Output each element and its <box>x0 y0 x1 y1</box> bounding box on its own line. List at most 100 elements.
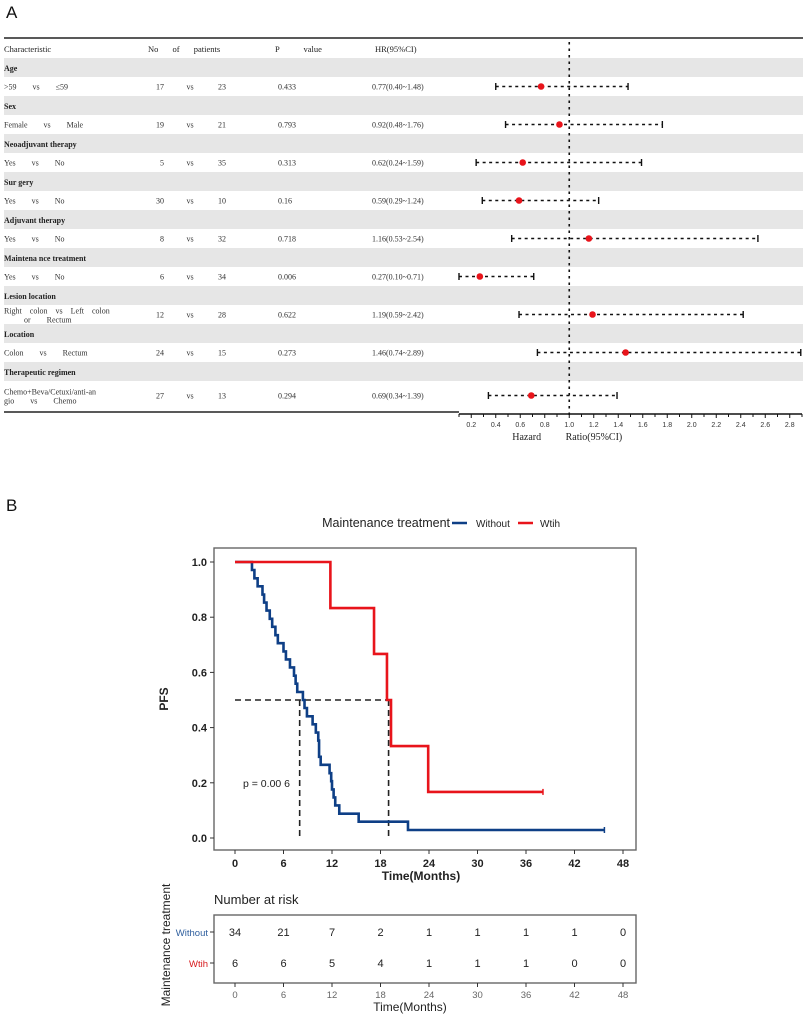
hr-value: 1.16(0.53~2.54) <box>372 235 424 244</box>
hr-value: 1.19(0.59~2.42) <box>372 311 424 320</box>
km-x-tick-label: 6 <box>280 858 286 870</box>
hr-value: 0.62(0.24~1.59) <box>372 159 424 168</box>
risk-count: 0 <box>620 958 626 970</box>
risk-x-tick-label: 12 <box>327 990 338 1001</box>
km-x-tick-label: 0 <box>232 858 238 870</box>
risk-x-tick-label: 36 <box>521 990 532 1001</box>
hr-point <box>519 159 526 166</box>
km-y-tick-label: 0.8 <box>192 612 207 624</box>
vs-label: vs <box>186 83 193 92</box>
km-y-tick-label: 1.0 <box>192 557 207 569</box>
hr-point <box>476 273 484 280</box>
hr-value: 0.27(0.10~0.71) <box>372 273 424 282</box>
hr-value: 0.92(0.48~1.76) <box>372 121 424 130</box>
km-x-tick-label: 18 <box>374 858 386 870</box>
comparison-label: gio vs Chemo <box>4 397 76 406</box>
survival-curve-without <box>235 560 605 832</box>
group-header-band <box>4 286 803 305</box>
legend-title: Maintenance treatment <box>322 516 450 530</box>
risk-x-tick-label: 24 <box>424 990 435 1001</box>
risk-table-frame <box>213 914 637 984</box>
column-header-hr: HR(95%CI) <box>375 44 417 54</box>
forest-x-tick-label: 0.6 <box>515 422 525 429</box>
km-y-tick-label: 0.0 <box>192 833 207 845</box>
risk-count: 6 <box>232 958 238 970</box>
legend-label-without: Without <box>476 519 510 530</box>
risk-count: 1 <box>523 927 529 939</box>
risk-count: 34 <box>229 927 241 939</box>
legend-label-with: Wtih <box>540 519 560 530</box>
p-value: 0.793 <box>278 121 296 130</box>
km-x-tick-label: 42 <box>568 858 580 870</box>
forest-x-tick-label: 2.8 <box>785 422 795 429</box>
vs-label: vs <box>186 273 193 282</box>
comparison-label: or Rectum <box>24 316 72 325</box>
km-x-tick-label: 36 <box>520 858 532 870</box>
n-group-1: 6 <box>160 273 164 282</box>
km-y-tick-label: 0.4 <box>192 723 208 735</box>
hr-point <box>589 311 596 318</box>
risk-x-tick-label: 30 <box>472 990 483 1001</box>
vs-label: vs <box>186 235 193 244</box>
vs-label: vs <box>186 197 193 206</box>
column-header-p-value: P value <box>275 44 322 54</box>
comparison-label: Colon vs Rectum <box>4 349 88 358</box>
forest-x-tick-label: 0.2 <box>466 422 476 429</box>
n-group-1: 12 <box>156 311 164 320</box>
forest-x-tick-label: 2.6 <box>760 422 770 429</box>
group-header-band <box>4 362 803 381</box>
hr-value: 1.46(0.74~2.89) <box>372 349 424 358</box>
hr-value: 0.69(0.34~1.39) <box>372 392 424 401</box>
forest-x-tick-label: 1.4 <box>613 422 623 429</box>
risk-x-tick-label: 42 <box>569 990 580 1001</box>
comparison-label: Female vs Male <box>4 121 84 130</box>
forest-x-tick-label: 1.8 <box>662 422 672 429</box>
n-group-2: 10 <box>218 197 226 206</box>
vs-label: vs <box>186 349 193 358</box>
group-header-band <box>4 134 803 153</box>
forest-x-tick-label: 1.0 <box>564 422 574 429</box>
risk-count: 7 <box>329 927 335 939</box>
risk-count: 4 <box>377 958 383 970</box>
km-x-axis-title: Time(Months) <box>382 869 460 883</box>
survival-curve-wtih <box>235 560 543 794</box>
risk-count: 1 <box>474 958 480 970</box>
risk-count: 5 <box>329 958 335 970</box>
n-group-2: 13 <box>218 392 226 401</box>
km-y-tick-label: 0.6 <box>192 667 207 679</box>
forest-x-axis-title: Hazard Ratio(95%CI) <box>512 432 622 443</box>
risk-row-label-wtih: Wtih <box>189 959 208 970</box>
hr-point <box>537 83 545 90</box>
group-header-band <box>4 210 803 229</box>
p-value: 0.16 <box>278 197 292 206</box>
km-plot-frame <box>213 547 637 851</box>
n-group-2: 34 <box>218 273 226 282</box>
group-header-band <box>4 324 803 343</box>
vs-label: vs <box>186 159 193 168</box>
risk-count: 6 <box>280 958 286 970</box>
group-name: Sex <box>4 102 16 111</box>
km-x-tick-label: 24 <box>423 858 436 870</box>
group-name: Neoadjuvant therapy <box>4 140 77 149</box>
column-header-patients: No of patients <box>148 44 220 54</box>
n-group-2: 21 <box>218 121 226 130</box>
p-value-annotation: p = 0.00 6 <box>243 778 290 790</box>
group-header-band <box>4 96 803 115</box>
p-value: 0.433 <box>278 83 296 92</box>
risk-count: 1 <box>426 927 432 939</box>
risk-x-tick-label: 48 <box>618 990 629 1001</box>
forest-x-tick-label: 2.2 <box>711 422 721 429</box>
forest-x-tick-label: 1.6 <box>638 422 648 429</box>
km-y-tick-label: 0.2 <box>192 778 207 790</box>
n-group-1: 5 <box>160 159 164 168</box>
n-group-1: 30 <box>156 197 164 206</box>
hr-point <box>515 197 523 204</box>
risk-x-tick-label: 18 <box>375 990 386 1001</box>
group-name: Therapeutic regimen <box>4 368 76 377</box>
group-name: Location <box>4 330 35 339</box>
risk-count: 1 <box>426 958 432 970</box>
n-group-2: 32 <box>218 235 226 244</box>
group-name: Age <box>4 64 18 73</box>
risk-x-tick-label: 0 <box>232 990 237 1001</box>
km-x-tick-label: 30 <box>471 858 483 870</box>
